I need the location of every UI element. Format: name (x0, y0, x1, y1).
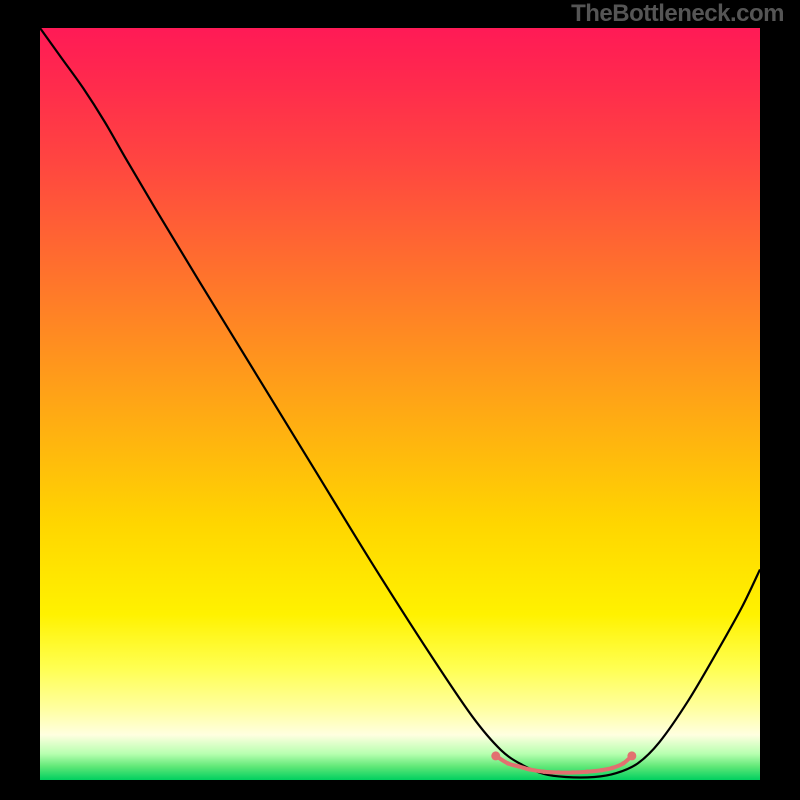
optimal-marker-dot (571, 770, 575, 774)
optimal-marker-dot (542, 770, 546, 774)
optimal-marker-dot (610, 766, 614, 770)
optimal-marker-dot (599, 768, 603, 772)
plot-svg (40, 28, 760, 780)
optimal-marker-dot (517, 764, 521, 768)
optimal-marker-dot (527, 767, 531, 771)
optimal-marker-dot (621, 761, 625, 765)
gradient-background (40, 28, 760, 780)
optimal-marker-dot (506, 761, 510, 765)
optimal-marker-dot (491, 751, 500, 760)
optimal-marker-dot (627, 751, 636, 760)
attribution-text: TheBottleneck.com (571, 0, 784, 28)
optimal-marker-dot (585, 770, 589, 774)
chart-frame: TheBottleneck.com (0, 0, 800, 800)
optimal-marker-dot (556, 770, 560, 774)
